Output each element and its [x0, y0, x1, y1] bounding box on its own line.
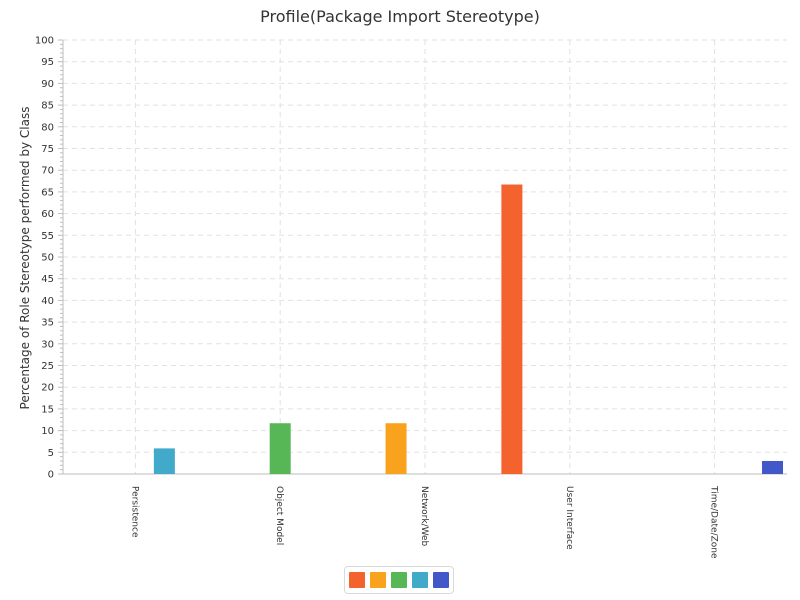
y-tick-label: 75 — [41, 144, 54, 155]
bar — [385, 423, 407, 474]
bar — [153, 448, 175, 474]
x-tick-label: Network/Web — [419, 486, 429, 547]
x-tick-label: User Interface — [564, 486, 574, 550]
y-tick-label: 25 — [41, 361, 54, 372]
bar — [269, 423, 291, 474]
bar — [762, 460, 784, 474]
y-tick-label: 65 — [41, 187, 54, 198]
y-tick-label: 5 — [48, 448, 54, 459]
y-tick-label: 55 — [41, 231, 54, 242]
legend-swatch — [349, 572, 365, 588]
x-tick-label: Object Model — [274, 486, 284, 545]
y-tick-label: 30 — [41, 339, 54, 350]
y-tick-label: 40 — [41, 296, 54, 307]
legend-swatch — [370, 572, 386, 588]
y-tick-label: 70 — [41, 166, 54, 177]
y-tick-label: 20 — [41, 383, 54, 394]
x-tick-label: Time/Date/Zone — [709, 485, 719, 559]
bar — [501, 184, 523, 474]
legend-swatch — [433, 572, 449, 588]
legend-swatch — [412, 572, 428, 588]
y-tick-label: 80 — [41, 122, 54, 133]
legend — [344, 566, 454, 594]
y-tick-label: 45 — [41, 274, 54, 285]
y-tick-label: 0 — [48, 470, 54, 481]
y-tick-label: 10 — [41, 426, 54, 437]
y-tick-label: 50 — [41, 253, 54, 264]
chart-title: Profile(Package Import Stereotype) — [260, 7, 540, 26]
y-tick-label: 95 — [41, 57, 54, 68]
y-tick-label: 15 — [41, 404, 54, 415]
y-tick-label: 85 — [41, 101, 54, 112]
y-tick-label: 90 — [41, 79, 54, 90]
y-tick-label: 35 — [41, 318, 54, 329]
y-tick-label: 60 — [41, 209, 54, 220]
x-tick-label: Persistence — [129, 486, 139, 538]
y-tick-label: 100 — [35, 36, 54, 47]
legend-swatch — [391, 572, 407, 588]
